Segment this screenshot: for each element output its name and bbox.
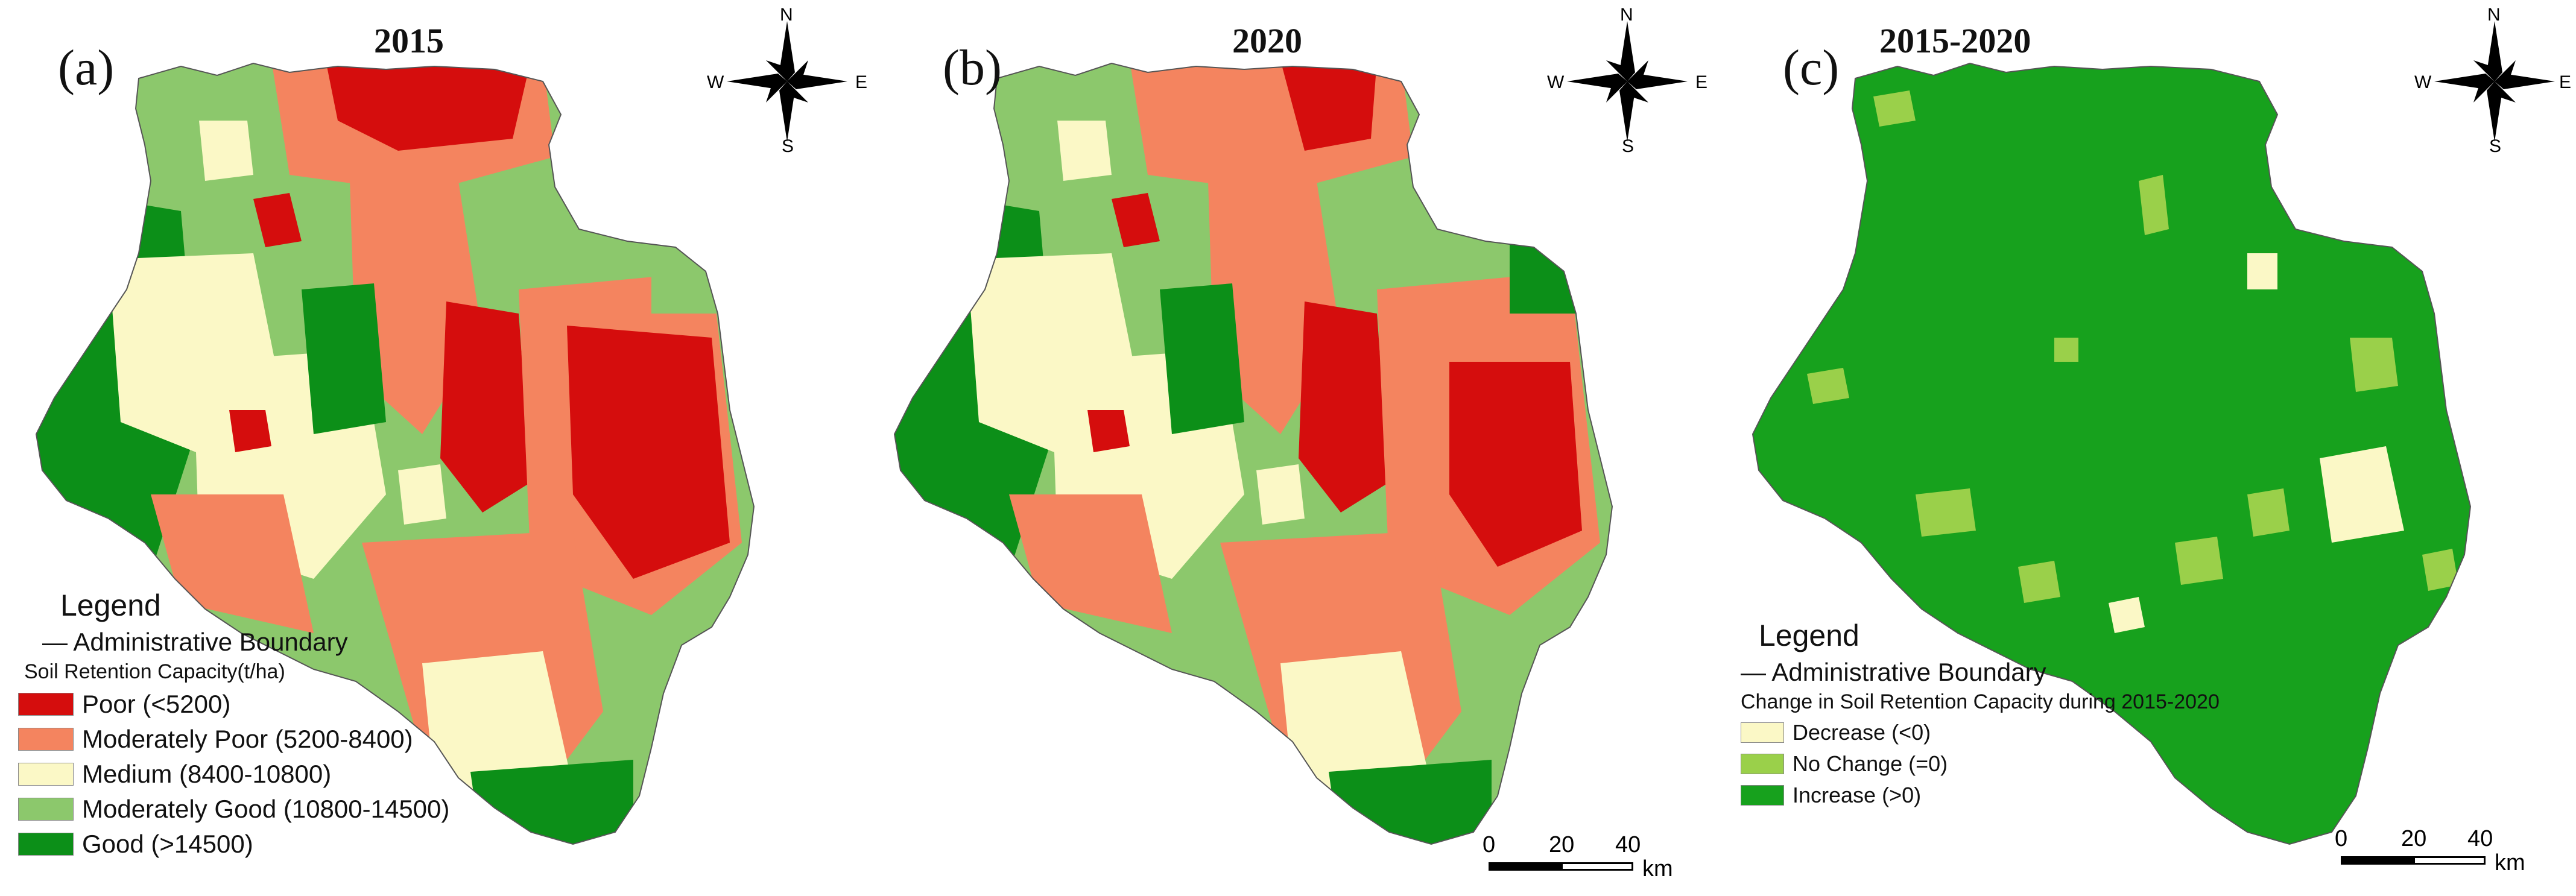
scale-tick-0: 0 (2335, 826, 2348, 851)
panel-title-2020: 2020 (1232, 21, 1302, 60)
map-2020 (893, 62, 1613, 845)
legend-label-medium: Medium (8400-10800) (82, 760, 332, 788)
swatch-no-change (1741, 754, 1784, 774)
swatch-poor (18, 693, 74, 716)
legend-boundary-line: — Administrative Boundary (1741, 658, 2046, 686)
swatch-medium (18, 763, 74, 786)
scale-tick-40: 40 (1615, 832, 1641, 857)
swatch-increase (1741, 785, 1784, 806)
scale-unit: km (2495, 850, 2525, 875)
legend-item-moderately-poor: Moderately Poor (5200-8400) (18, 725, 449, 754)
legend-item-increase: Increase (>0) (1741, 783, 2220, 808)
legend-label-increase: Increase (>0) (1793, 783, 1922, 807)
map-change (1752, 62, 2472, 845)
legend-soil-retention: Legend — Administrative Boundary Soil Re… (18, 588, 449, 865)
administrative-boundary-2020 (893, 62, 1613, 845)
legend-item-no-change: No Change (=0) (1741, 751, 2220, 777)
scale-tick-40: 40 (2467, 826, 2493, 851)
legend-item-decrease: Decrease (<0) (1741, 720, 2220, 745)
legend-item-medium: Medium (8400-10800) (18, 760, 449, 789)
map-panel-2015: (a) 2015 N S W E Legend — Administrative… (0, 0, 867, 896)
swatch-moderately-good (18, 798, 74, 821)
compass-n-label: N (2487, 5, 2501, 25)
map-panel-change-2015-2020: (c) 2015-2020 N S W E Legend — Administr… (1717, 0, 2575, 896)
swatch-moderately-poor (18, 728, 74, 751)
legend-subtitle: Soil Retention Capacity(t/ha) (24, 660, 285, 683)
scale-tick-20: 20 (1549, 832, 1575, 857)
legend-label-decrease: Decrease (<0) (1793, 720, 1931, 745)
panel-title-2015-2020: 2015-2020 (1879, 21, 2031, 60)
legend-boundary-line: — Administrative Boundary (42, 628, 348, 656)
scale-tick-20: 20 (2401, 826, 2427, 851)
swatch-good (18, 833, 74, 856)
legend-change: Legend — Administrative Boundary Change … (1717, 618, 2220, 814)
compass-w-label: W (707, 72, 724, 92)
scale-unit: km (1642, 856, 1673, 882)
panel-label-b: (b) (943, 40, 1002, 96)
legend-title: Legend (1759, 619, 1859, 652)
swatch-decrease (1741, 722, 1784, 743)
north-arrow-icon: N S W E (707, 5, 867, 156)
compass-e-label: E (855, 72, 868, 92)
scale-bar-2020: 0 20 40 km (1483, 832, 1682, 886)
compass-n-label: N (1620, 5, 1633, 25)
legend-item-good: Good (>14500) (18, 830, 449, 859)
compass-n-label: N (780, 5, 793, 25)
legend-subtitle: Change in Soil Retention Capacity during… (1741, 690, 2220, 713)
legend-label-good: Good (>14500) (82, 830, 253, 858)
compass-w-label: W (2414, 72, 2432, 92)
scale-tick-0: 0 (1483, 832, 1496, 857)
compass-s-label: S (2489, 136, 2502, 156)
legend-label-no-change: No Change (=0) (1793, 751, 1948, 776)
compass-w-label: W (1547, 72, 1565, 92)
north-arrow-icon: N S W E (1547, 5, 1707, 156)
compass-e-label: E (2559, 72, 2572, 92)
map-panel-2020: (b) 2020 N S W E 0 20 40 km (858, 0, 1717, 896)
compass-s-label: S (1622, 136, 1635, 156)
administrative-boundary-2015 (35, 62, 755, 845)
legend-item-poor: Poor (<5200) (18, 690, 449, 719)
panel-label-a: (a) (58, 40, 115, 96)
compass-e-label: E (1695, 72, 1708, 92)
scale-bar-change: 0 20 40 km (2335, 826, 2534, 880)
map-2015 (35, 62, 755, 845)
north-arrow-icon: N S W E (2414, 5, 2571, 156)
legend-title: Legend (60, 588, 161, 622)
legend-label-poor: Poor (<5200) (82, 690, 231, 718)
panel-title-2015: 2015 (374, 21, 444, 60)
legend-item-moderately-good: Moderately Good (10800-14500) (18, 795, 449, 824)
legend-label-moderately-poor: Moderately Poor (5200-8400) (82, 725, 413, 753)
legend-label-moderately-good: Moderately Good (10800-14500) (82, 795, 450, 823)
panel-label-c: (c) (1783, 40, 1840, 96)
compass-s-label: S (782, 136, 794, 156)
administrative-boundary-change (1752, 62, 2472, 845)
